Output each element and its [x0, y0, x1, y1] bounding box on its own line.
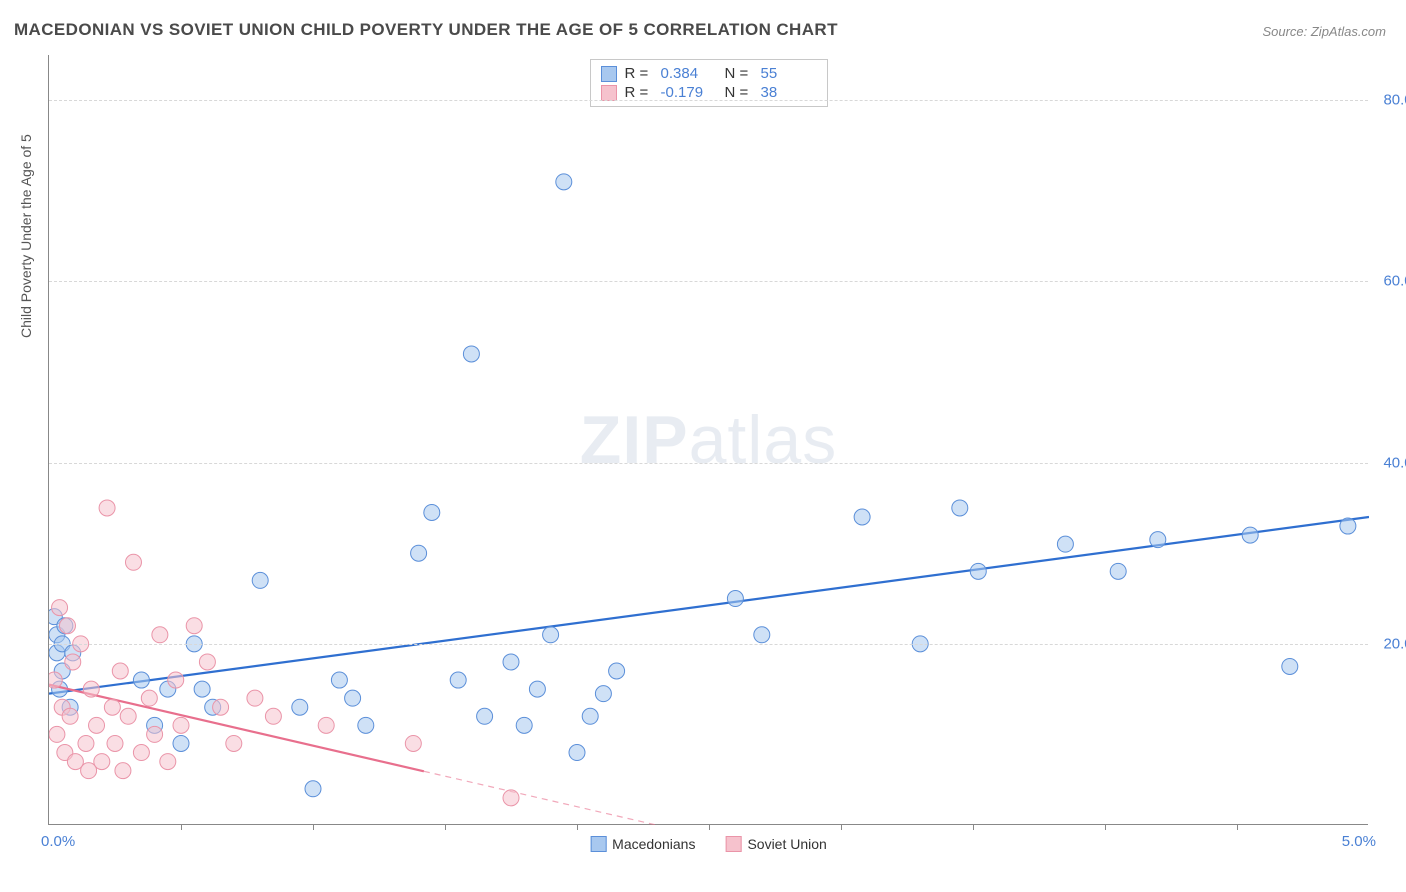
y-tick-label: 60.0%	[1383, 273, 1406, 290]
y-tick-label: 80.0%	[1383, 92, 1406, 109]
x-tick	[709, 824, 710, 830]
x-tick	[577, 824, 578, 830]
gridline	[49, 100, 1368, 101]
chart-canvas	[49, 55, 1369, 825]
n-label: N =	[725, 65, 753, 82]
r-value-1: 0.384	[661, 65, 717, 82]
gridline	[49, 644, 1368, 645]
x-tick	[313, 824, 314, 830]
y-tick-label: 20.0%	[1383, 635, 1406, 652]
x-max-label: 5.0%	[1342, 833, 1376, 850]
footer-legend: Macedonians Soviet Union	[590, 836, 827, 852]
x-tick	[1237, 824, 1238, 830]
legend-label-2: Soviet Union	[747, 836, 826, 852]
x-tick	[841, 824, 842, 830]
chart-title: MACEDONIAN VS SOVIET UNION CHILD POVERTY…	[14, 20, 838, 40]
plot-area: ZIPatlas R = 0.384 N = 55 R = -0.179 N =…	[48, 55, 1368, 825]
y-axis-label: Child Poverty Under the Age of 5	[18, 134, 34, 338]
n-value-1: 55	[761, 65, 817, 82]
legend-item-1: Macedonians	[590, 836, 695, 852]
stats-swatch-1	[601, 66, 617, 82]
gridline	[49, 463, 1368, 464]
source-prefix: Source:	[1262, 24, 1310, 39]
n-label: N =	[725, 84, 753, 101]
source-attribution: Source: ZipAtlas.com	[1262, 24, 1386, 39]
legend-label-1: Macedonians	[612, 836, 695, 852]
r-label: R =	[625, 84, 653, 101]
x-tick	[1105, 824, 1106, 830]
legend-swatch-1	[590, 836, 606, 852]
r-value-2: -0.179	[661, 84, 717, 101]
source-name: ZipAtlas.com	[1311, 24, 1386, 39]
y-tick-label: 40.0%	[1383, 454, 1406, 471]
legend-item-2: Soviet Union	[725, 836, 826, 852]
legend-swatch-2	[725, 836, 741, 852]
stats-row-2: R = -0.179 N = 38	[601, 83, 817, 102]
r-label: R =	[625, 65, 653, 82]
x-tick	[181, 824, 182, 830]
x-tick	[445, 824, 446, 830]
n-value-2: 38	[761, 84, 817, 101]
stats-swatch-2	[601, 85, 617, 101]
gridline	[49, 281, 1368, 282]
x-min-label: 0.0%	[41, 833, 75, 850]
x-tick	[973, 824, 974, 830]
stats-row-1: R = 0.384 N = 55	[601, 64, 817, 83]
